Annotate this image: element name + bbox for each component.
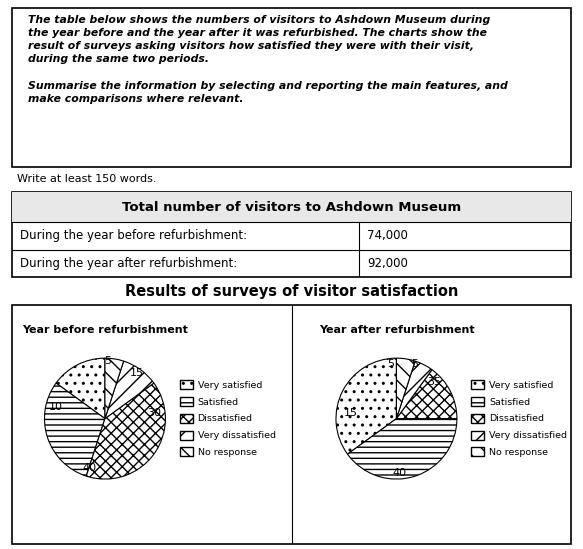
Wedge shape: [336, 358, 396, 454]
Wedge shape: [56, 358, 105, 418]
Text: 40: 40: [392, 468, 406, 478]
Wedge shape: [44, 383, 105, 476]
Text: 5: 5: [104, 356, 111, 366]
Legend: Very satisfied, Satisfied, Dissatisfied, Very dissatisfied, No response: Very satisfied, Satisfied, Dissatisfied,…: [180, 380, 276, 457]
Text: 15: 15: [344, 407, 358, 418]
Text: 15: 15: [129, 368, 143, 378]
Text: The table below shows the numbers of visitors to Ashdown Museum during
the year : The table below shows the numbers of vis…: [29, 15, 508, 104]
Title: Year after refurbishment: Year after refurbishment: [319, 325, 474, 335]
Text: Write at least 150 words.: Write at least 150 words.: [17, 174, 157, 184]
Text: 40: 40: [83, 463, 97, 473]
Text: 10: 10: [48, 401, 62, 412]
Wedge shape: [86, 383, 166, 479]
Wedge shape: [347, 418, 457, 479]
Legend: Very satisfied, Satisfied, Dissatisfied, Very dissatisfied, No response: Very satisfied, Satisfied, Dissatisfied,…: [471, 380, 567, 457]
Text: 35: 35: [427, 377, 441, 388]
Text: 74,000: 74,000: [367, 229, 408, 243]
Text: 5: 5: [387, 359, 394, 369]
Text: Results of surveys of visitor satisfaction: Results of surveys of visitor satisfacti…: [125, 284, 458, 299]
Text: During the year after refurbishment:: During the year after refurbishment:: [20, 257, 237, 270]
Text: 92,000: 92,000: [367, 257, 408, 270]
Wedge shape: [396, 358, 415, 418]
Wedge shape: [105, 361, 154, 418]
Title: Year before refurbishment: Year before refurbishment: [22, 325, 188, 335]
Bar: [12, 192, 571, 222]
Text: 30: 30: [147, 407, 161, 418]
Text: Total number of visitors to Ashdown Museum: Total number of visitors to Ashdown Muse…: [122, 200, 461, 214]
Text: During the year before refurbishment:: During the year before refurbishment:: [20, 229, 247, 243]
Wedge shape: [105, 358, 124, 418]
Wedge shape: [396, 369, 457, 418]
Wedge shape: [396, 361, 432, 418]
Text: 5: 5: [411, 359, 418, 369]
